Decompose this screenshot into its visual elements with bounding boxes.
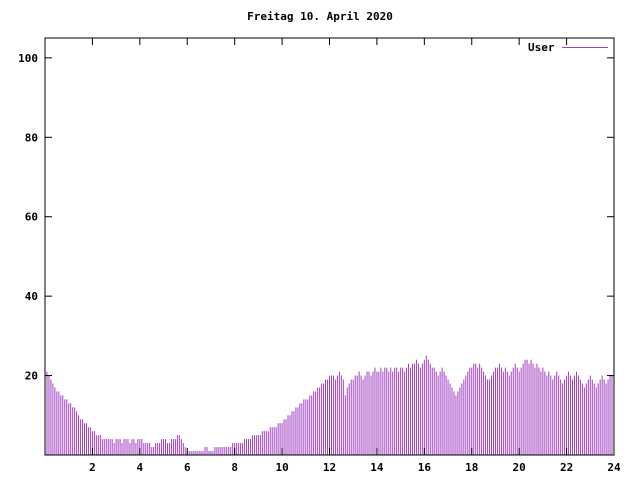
legend-label: User (528, 41, 555, 54)
y-tick-label: 40 (25, 290, 38, 303)
x-tick-label: 14 (370, 461, 384, 474)
y-tick-label: 80 (25, 131, 38, 144)
x-tick-label: 6 (184, 461, 191, 474)
x-tick-label: 2 (89, 461, 96, 474)
x-tick-label: 22 (560, 461, 573, 474)
x-tick-label: 20 (513, 461, 526, 474)
y-tick-label: 20 (25, 370, 38, 383)
x-tick-label: 18 (465, 461, 478, 474)
x-tick-label: 24 (607, 461, 621, 474)
y-tick-label: 60 (25, 211, 38, 224)
chart-title: Freitag 10. April 2020 (247, 10, 393, 23)
x-tick-label: 4 (137, 461, 144, 474)
x-tick-label: 10 (275, 461, 288, 474)
y-tick-label: 100 (18, 52, 38, 65)
legend-line-swatch (561, 47, 608, 48)
x-tick-label: 12 (323, 461, 336, 474)
legend: User (528, 41, 608, 54)
bars-series-user (46, 355, 615, 455)
x-tick-label: 8 (231, 461, 238, 474)
x-tick-label: 16 (418, 461, 432, 474)
